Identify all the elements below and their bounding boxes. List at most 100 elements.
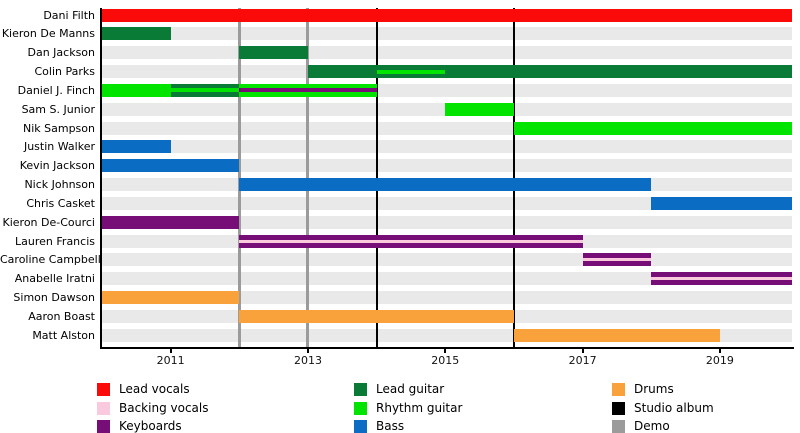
axis-year-label: 2019	[705, 354, 734, 367]
legend-column: Lead guitar Rhythm guitar Bass	[354, 383, 462, 433]
legend-label: Backing vocals	[119, 400, 209, 415]
member-name: Nik Sampson	[22, 121, 95, 135]
rhythm_guitar-stripe	[376, 69, 446, 74]
member-row-track	[102, 140, 792, 154]
axis-tick	[581, 349, 584, 353]
backing_vocals-stripe	[239, 239, 583, 243]
member-name: Lauren Francis	[15, 234, 95, 248]
drums-bar	[102, 291, 240, 304]
demo-line	[237, 8, 241, 347]
backing_vocals-stripe	[651, 277, 792, 281]
member-name: Colin Parks	[34, 65, 96, 78]
bass-bar	[651, 196, 792, 210]
legend-item-keyboards: Keyboards	[97, 420, 208, 433]
keyboards-bar	[582, 253, 652, 267]
member-row-track	[102, 291, 792, 304]
legend-label: Rhythm guitar	[376, 400, 463, 415]
bass-bar	[239, 178, 652, 191]
member-name: Chris Casket	[26, 196, 95, 210]
demo-swatch	[612, 420, 625, 433]
drums-swatch	[612, 383, 625, 396]
axis-tick	[306, 349, 309, 353]
member-name: Daniel J. Finch	[17, 83, 95, 97]
keyboards-stripe	[239, 88, 377, 93]
drums-bar	[239, 309, 514, 323]
axis-tick	[444, 349, 447, 353]
member-name: Kieron De Manns	[1, 27, 95, 41]
rhythm_guitar-stripe	[170, 88, 240, 93]
legend-column: Lead vocals Backing vocals Keyboards	[97, 383, 208, 433]
legend-label: Keyboards	[119, 419, 182, 433]
axis-year-label: 2017	[568, 354, 597, 367]
legend-label: Drums	[634, 382, 674, 396]
legend-item-rhythm-guitar: Rhythm guitar	[354, 400, 463, 415]
member-row-track	[102, 253, 792, 267]
lead-vocals-swatch	[97, 383, 110, 396]
axis-year-label: 2015	[431, 354, 460, 367]
keyboards-bar	[239, 234, 583, 248]
timeline-plot-area	[100, 8, 794, 349]
member-name: Anabelle Iratni	[14, 272, 95, 286]
axis-tick	[169, 349, 172, 353]
legend-label: Studio album	[634, 400, 714, 415]
studio-album-swatch	[612, 401, 625, 415]
legend-item-backing-vocals: Backing vocals	[97, 400, 209, 415]
member-row-track	[102, 159, 792, 173]
axis-tick	[718, 349, 721, 353]
legend-label: Bass	[376, 419, 405, 433]
rhythm_guitar-bar	[239, 83, 377, 97]
legend-item-demo: Demo	[612, 420, 714, 433]
member-row-track	[102, 27, 792, 41]
rhythm_guitar-bar	[102, 83, 171, 97]
bass-swatch	[354, 420, 367, 433]
drums-bar	[513, 328, 720, 342]
legend-label: Demo	[634, 419, 670, 433]
backing_vocals-stripe	[582, 258, 652, 262]
lead_vocals-bar	[102, 8, 792, 22]
member-name: Dani Filth	[43, 8, 95, 22]
backing-vocals-swatch	[97, 401, 110, 415]
studio-album-line	[512, 8, 515, 347]
member-name-column: Dani Filth Kieron De Manns Dan Jackson Coli…	[0, 8, 101, 347]
legend-label: Lead vocals	[119, 382, 190, 396]
legend-item-studio-album: Studio album	[612, 400, 714, 415]
legend-item-lead-guitar: Lead guitar	[354, 383, 462, 396]
member-name: Sam S. Junior	[21, 102, 95, 116]
lead_guitar-bar	[307, 65, 792, 78]
member-name: Simon Dawson	[13, 291, 95, 304]
member-name: Aaron Boast	[28, 309, 95, 323]
member-name: Kevin Jackson	[19, 159, 95, 173]
legend-item-drums: Drums	[612, 383, 714, 396]
member-name: Dan Jackson	[27, 46, 95, 60]
member-row-track	[102, 196, 792, 210]
member-row-track	[102, 215, 792, 229]
member-name: Nick Johnson	[24, 178, 95, 191]
member-row-track	[102, 46, 792, 60]
bass-bar	[102, 159, 240, 173]
axis-year-label: 2013	[293, 354, 322, 367]
legend-item-lead-vocals: Lead vocals	[97, 383, 208, 396]
demo-line	[306, 8, 310, 347]
member-row-track	[102, 272, 792, 286]
member-name: Caroline Campbell	[0, 253, 101, 267]
studio-album-line	[375, 8, 378, 347]
rhythm_guitar-bar	[513, 121, 792, 135]
legend: Lead vocals Backing vocals Keyboards Lead g…	[0, 383, 800, 433]
legend-column: Drums Studio album Demo	[612, 383, 714, 433]
legend-label: Lead guitar	[376, 382, 445, 396]
lead_guitar-bar	[102, 27, 171, 41]
axis-year-label: 2011	[156, 354, 185, 367]
keyboards-bar	[102, 215, 240, 229]
lead-guitar-swatch	[354, 383, 367, 396]
keyboards-swatch	[97, 420, 110, 433]
bass-bar	[102, 140, 171, 154]
keyboards-bar	[651, 272, 792, 286]
legend-item-bass: Bass	[354, 420, 462, 433]
lead_guitar-bar	[239, 46, 308, 60]
rhythm_guitar-bar	[445, 102, 514, 116]
x-axis: 2011 2013 2015 2017 2019	[100, 349, 794, 371]
member-name: Kieron De-Courci	[2, 215, 96, 229]
member-name: Justin Walker	[23, 140, 95, 154]
member-name: Matt Alston	[32, 328, 95, 342]
